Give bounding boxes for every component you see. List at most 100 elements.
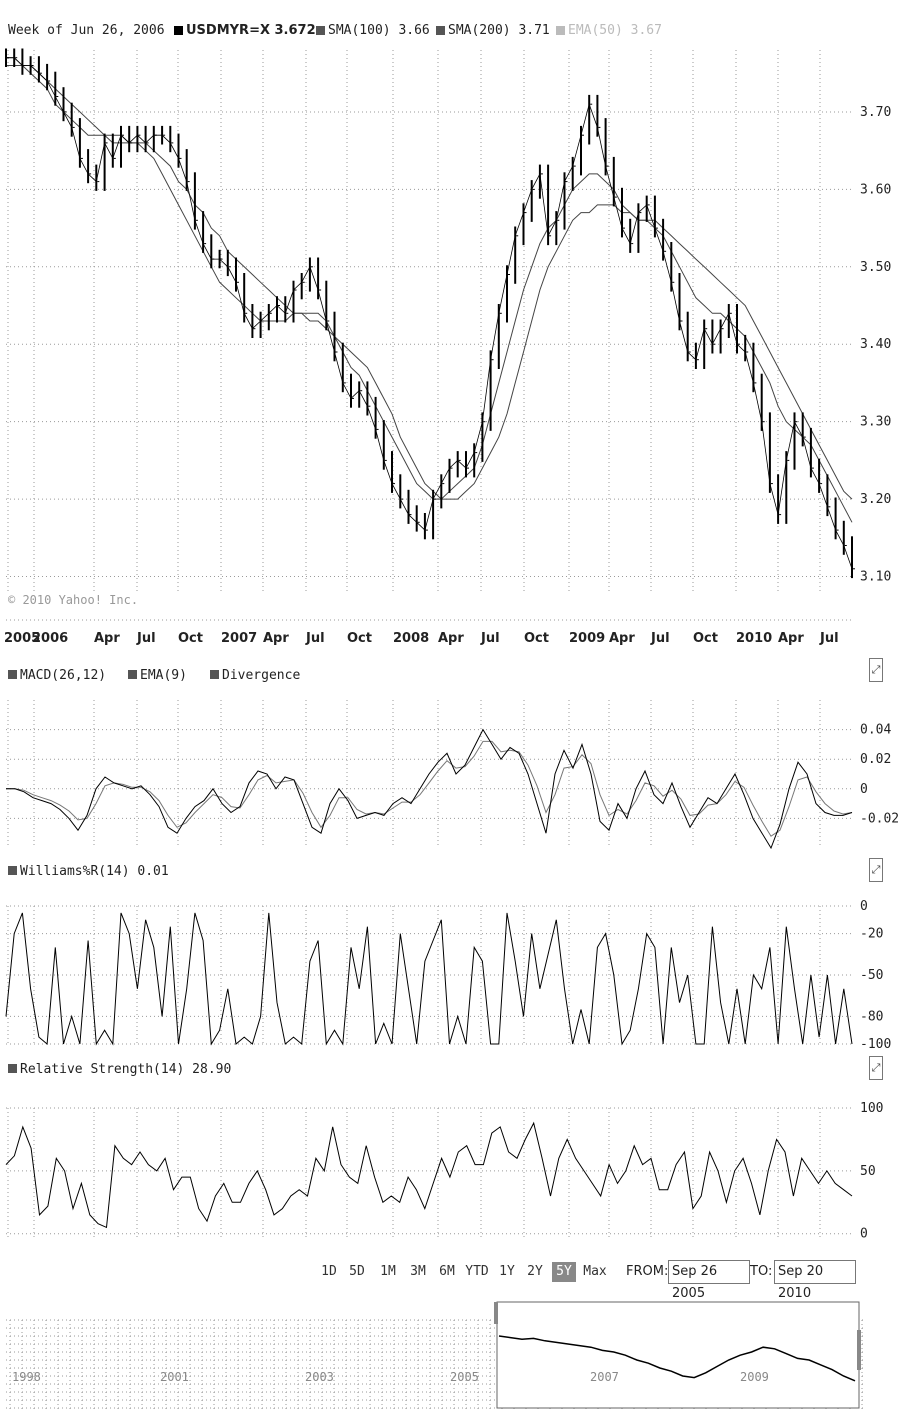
price-x-tick: 2008: [393, 631, 429, 646]
sma100-line: [6, 65, 853, 523]
price-y-tick: 3.50: [860, 260, 891, 275]
price-x-tick: Apr: [438, 631, 464, 646]
nav-x-tick: 1998: [12, 1370, 41, 1384]
rsi-panel: 100 50 0 Relative Strength(14) 28.90: [5, 1062, 883, 1242]
nav-x-tick: 2005: [450, 1370, 479, 1384]
copyright-text: © 2010 Yahoo! Inc.: [8, 593, 138, 607]
price-x-tick: Apr: [263, 631, 289, 646]
price-x-tick: 2009: [569, 631, 605, 646]
price-x-tick: Oct: [347, 631, 372, 646]
macd-ema-line: [6, 740, 853, 837]
price-x-tick: 2006: [32, 631, 68, 646]
range-button-3m[interactable]: 3M: [410, 1264, 426, 1279]
williams-y-tick: -20: [860, 927, 883, 942]
macd-y-tick: -0.02: [860, 811, 899, 826]
range-button-1d[interactable]: 1D: [321, 1264, 337, 1279]
range-button-5d[interactable]: 5D: [349, 1264, 365, 1279]
price-x-tick: Apr: [778, 631, 804, 646]
sma200-label: SMA(200) 3.71: [448, 23, 550, 38]
nav-x-tick: 2007: [590, 1370, 619, 1384]
price-legend: Week of Jun 26, 2006 : USDMYR=X 3.672 SM…: [8, 23, 662, 38]
williams-y-tick: 0: [860, 899, 868, 914]
macd-legend-swatch: [8, 670, 17, 679]
rsi-y-tick: 0: [860, 1227, 868, 1242]
symbol-label: USDMYR=X 3.672: [186, 23, 316, 38]
from-date-input[interactable]: Sep 26 2005: [668, 1260, 750, 1301]
from-label: FROM:: [626, 1264, 669, 1279]
macd-legend-swatch: [128, 670, 137, 679]
macd-legend-label: MACD(26,12): [20, 668, 106, 683]
price-x-tick: 2005: [4, 631, 40, 646]
price-x-tick: 2010: [736, 631, 772, 646]
week-label: Week of Jun 26, 2006 :: [8, 23, 180, 38]
range-button-1y[interactable]: 1Y: [499, 1264, 515, 1279]
williams-legend-label: Williams%R(14) 0.01: [20, 864, 169, 879]
nav-x-tick: 2003: [305, 1370, 334, 1384]
macd-panel: 0.04 0.02 0 -0.02 MACD(26,12) EMA(9) Divergenc…: [6, 668, 899, 850]
price-y-tick: 3.40: [860, 337, 891, 352]
price-x-tick: Apr: [94, 631, 120, 646]
price-x-tick: Jul: [819, 631, 839, 646]
price-x-tick: Jul: [480, 631, 500, 646]
price-x-tick: Jul: [305, 631, 325, 646]
range-button-2y[interactable]: 2Y: [527, 1264, 543, 1279]
price-x-tick: Oct: [693, 631, 718, 646]
navigator-panel: 1998 2001 2003 2005 2007 2009: [6, 1301, 866, 1412]
macd-legend-label: Divergence: [222, 668, 300, 683]
williams-line: [5, 912, 853, 1046]
range-button-5y[interactable]: 5Y: [552, 1262, 576, 1282]
macd-y-tick: 0.02: [860, 752, 891, 767]
legend-swatch-sma200: [436, 26, 445, 35]
sma100-label: SMA(100) 3.66: [328, 23, 430, 38]
nav-series-line: [498, 1335, 856, 1382]
price-x-tick: Apr: [609, 631, 635, 646]
to-date-input[interactable]: Sep 20 2010: [774, 1260, 856, 1301]
price-line: [6, 57, 853, 569]
nav-x-tick: 2009: [740, 1370, 769, 1384]
price-y-tick: 3.60: [860, 182, 891, 197]
williams-y-tick: -80: [860, 1009, 883, 1024]
legend-swatch-ema: [556, 26, 565, 35]
range-button-1m[interactable]: 1M: [380, 1264, 396, 1279]
macd-expand-icon[interactable]: ⤢: [869, 658, 883, 682]
price-y-tick: 3.70: [860, 105, 891, 120]
williams-panel: 0 -20 -50 -80 -100 Williams%R(14) 0.01: [5, 864, 891, 1052]
to-label: TO:: [750, 1264, 773, 1279]
rsi-legend-swatch: [8, 1064, 17, 1073]
macd-line: [6, 728, 853, 850]
legend-swatch-price: [174, 26, 183, 35]
sma200-line: [6, 57, 853, 500]
price-y-tick: 3.20: [860, 492, 891, 507]
price-x-tick: Jul: [136, 631, 156, 646]
range-button-6m[interactable]: 6M: [439, 1264, 455, 1279]
rsi-y-tick: 100: [860, 1101, 883, 1116]
price-x-tick: Oct: [524, 631, 549, 646]
macd-legend-swatch: [210, 670, 219, 679]
range-button-max[interactable]: Max: [583, 1264, 607, 1279]
rsi-expand-icon[interactable]: ⤢: [869, 1056, 883, 1080]
nav-left-handle[interactable]: [494, 1302, 498, 1324]
price-x-tick: Jul: [650, 631, 670, 646]
macd-y-tick: 0.04: [860, 723, 891, 738]
nav-right-handle[interactable]: [857, 1330, 861, 1370]
rsi-y-tick: 50: [860, 1164, 876, 1179]
williams-y-tick: -50: [860, 968, 883, 983]
williams-expand-icon[interactable]: ⤢: [869, 858, 883, 882]
williams-legend-swatch: [8, 866, 17, 875]
nav-x-tick: 2001: [160, 1370, 189, 1384]
range-button-ytd[interactable]: YTD: [465, 1264, 489, 1279]
price-x-tick: Oct: [178, 631, 203, 646]
macd-legend-label: EMA(9): [140, 668, 187, 683]
rsi-legend-label: Relative Strength(14) 28.90: [20, 1062, 231, 1077]
macd-y-tick: 0: [860, 782, 868, 797]
price-x-tick: 2007: [221, 631, 257, 646]
price-panel: 3.70 3.60 3.50 3.40 3.30 3.20 3.10 © 2010 Yahoo…: [5, 48, 891, 621]
nav-selection-window[interactable]: [496, 1301, 860, 1409]
legend-swatch-sma100: [316, 26, 325, 35]
williams-y-tick: -100: [860, 1037, 891, 1052]
rsi-line: [5, 1121, 853, 1229]
price-y-tick: 3.30: [860, 415, 891, 430]
price-y-tick: 3.10: [860, 570, 891, 585]
